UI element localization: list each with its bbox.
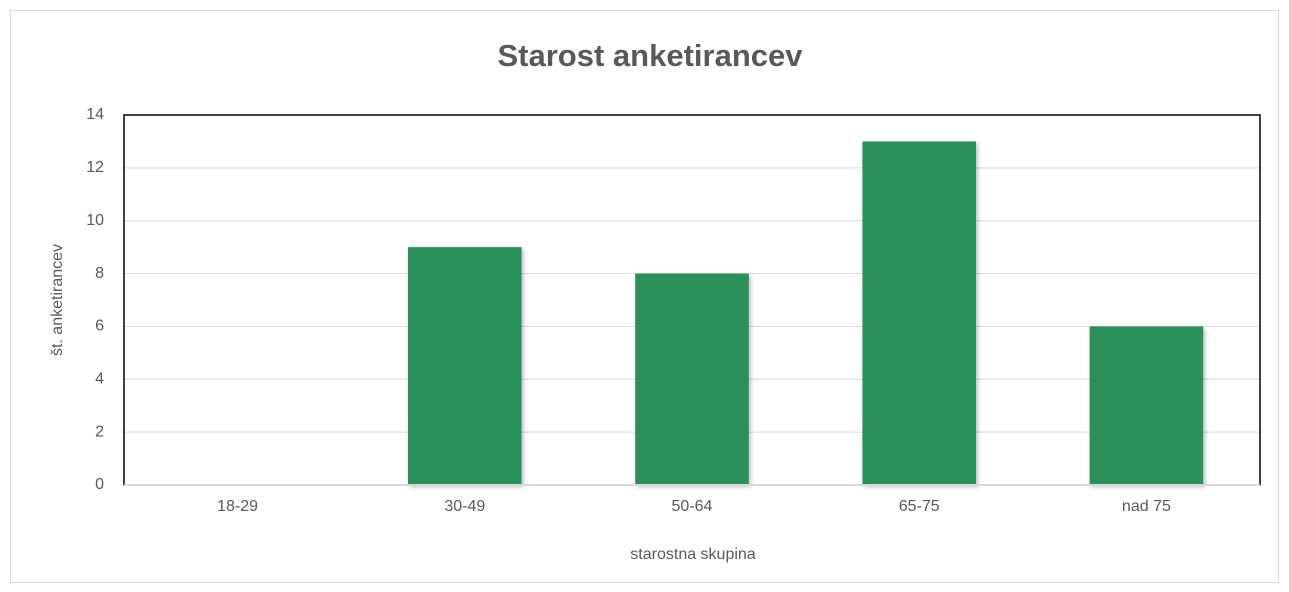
x-tick-label: nad 75: [1122, 498, 1171, 515]
y-tick-label: 4: [95, 371, 104, 388]
y-axis-label: št. anketirancev: [49, 244, 66, 356]
y-tick-label: 2: [95, 423, 104, 440]
bar: [635, 273, 749, 485]
bar: [408, 247, 522, 485]
x-tick-label: 50-64: [672, 498, 713, 515]
y-tick-label: 12: [86, 159, 104, 176]
x-axis-label: starostna skupina: [630, 546, 756, 563]
y-tick-label: 14: [86, 106, 104, 123]
chart-title: Starost anketirancev: [498, 38, 804, 73]
y-tick-label: 6: [95, 318, 104, 335]
y-tick-label: 0: [95, 476, 104, 493]
bar: [862, 141, 976, 485]
bar: [1089, 326, 1204, 485]
y-tick-label: 10: [86, 212, 104, 229]
y-tick-label: 8: [95, 265, 104, 282]
x-tick-label: 65-75: [899, 498, 940, 515]
x-tick-label: 18-29: [217, 498, 258, 515]
plot-area: 0 2 4 6 8 10 12 14 18-29 30-49 50-64 65-75 nad 75: [86, 106, 1261, 515]
x-tick-label: 30-49: [444, 498, 485, 515]
